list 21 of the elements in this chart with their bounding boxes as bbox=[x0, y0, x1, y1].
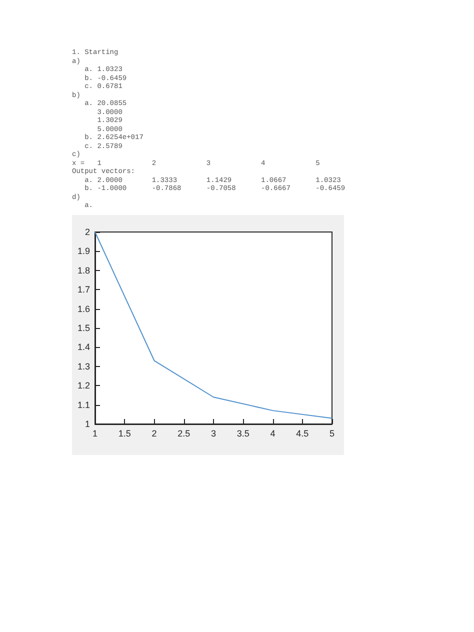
y-tick-label: 1.9 bbox=[77, 246, 90, 256]
x-tick-label: 4.5 bbox=[296, 428, 309, 438]
y-tick-label: 1.7 bbox=[77, 284, 90, 295]
x-tick-label: 3 bbox=[210, 428, 216, 438]
y-tick-label: 1 bbox=[84, 419, 90, 429]
y-tick-label: 1.6 bbox=[77, 304, 90, 314]
y-tick-label: 1.3 bbox=[77, 361, 90, 372]
y-tick-label: 1.4 bbox=[77, 342, 90, 352]
x-tick-label: 5 bbox=[329, 428, 335, 438]
y-tick-label: 2 bbox=[84, 227, 90, 237]
x-tick-label: 1 bbox=[92, 428, 98, 438]
y-tick-label: 1.5 bbox=[77, 323, 90, 333]
y-tick-label: 1.2 bbox=[77, 380, 90, 391]
x-tick-label: 4 bbox=[270, 428, 276, 438]
y-tick-label: 1.8 bbox=[77, 265, 90, 276]
y-tick-label: 1.1 bbox=[77, 400, 90, 410]
x-tick-label: 2 bbox=[152, 428, 157, 438]
x-tick-label: 1.5 bbox=[118, 428, 131, 438]
line-series bbox=[94, 232, 332, 419]
x-tick-label: 2.5 bbox=[178, 428, 190, 438]
x-tick-label: 3.5 bbox=[236, 428, 250, 438]
